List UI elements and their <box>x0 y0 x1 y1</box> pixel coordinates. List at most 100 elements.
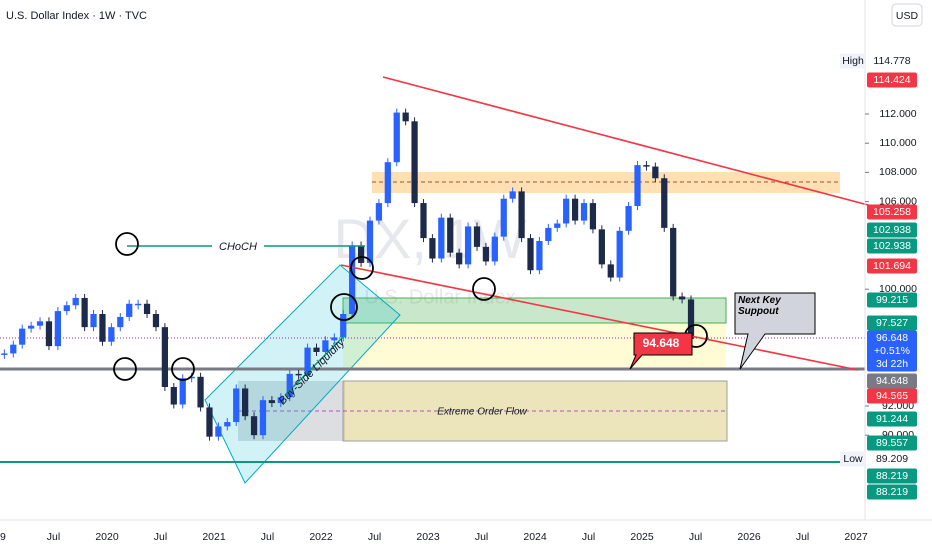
x-tick-label: Jul <box>261 531 274 543</box>
circles <box>113 232 708 381</box>
badge-tag: High <box>842 55 864 67</box>
candle <box>393 112 400 163</box>
price-badge <box>867 451 917 467</box>
candle <box>349 245 356 315</box>
candle <box>215 426 222 437</box>
candle <box>616 230 623 278</box>
candle <box>420 203 427 239</box>
price-badge-label: 89.557 <box>876 437 908 449</box>
candle <box>81 297 88 328</box>
candle <box>250 416 258 436</box>
candle <box>99 314 106 342</box>
candle <box>233 388 240 423</box>
price-badge-label: 88.219 <box>876 470 908 482</box>
price-badge <box>867 388 917 404</box>
x-tick-label: 2021 <box>202 531 226 543</box>
badge-tag-bg <box>840 451 866 467</box>
candle <box>661 178 668 228</box>
price-badge-label: 102.938 <box>873 224 911 236</box>
candle <box>670 227 677 297</box>
candle <box>108 327 115 342</box>
candle <box>357 245 365 263</box>
price-badge <box>867 330 917 372</box>
watermark-sub: U.S. Dollar Index <box>364 286 515 308</box>
price-badge-label: 89.209 <box>876 453 908 465</box>
candle <box>491 236 498 262</box>
candle <box>545 227 552 242</box>
x-tick-label: Jul <box>689 531 702 543</box>
y-tick-label: 110.000 <box>879 137 916 149</box>
price-badge <box>867 435 917 451</box>
candle <box>411 121 418 204</box>
price-badge <box>867 484 917 500</box>
note-text: Next Key Suppout <box>738 295 781 317</box>
y-tick-label: 100.000 <box>879 283 917 295</box>
candle <box>643 165 650 167</box>
y-tick-label: 108.000 <box>879 166 917 178</box>
x-tick-label: 2020 <box>95 531 119 543</box>
x-tick-label: Jul <box>582 531 595 543</box>
candle <box>536 241 543 271</box>
candle <box>126 303 133 317</box>
candle <box>188 376 195 379</box>
price-badge <box>867 238 917 254</box>
candle <box>518 191 525 239</box>
candle <box>313 347 320 352</box>
candle <box>384 162 391 204</box>
x-tick-label: Jul <box>47 531 60 543</box>
candle <box>678 296 686 300</box>
candle <box>206 407 213 437</box>
badge-tag-bg <box>840 53 866 69</box>
choch-bg <box>212 238 264 254</box>
candle <box>28 325 35 329</box>
price-badge <box>867 411 917 427</box>
candle <box>634 165 641 206</box>
candle <box>464 226 472 265</box>
price-badge <box>867 292 917 308</box>
x-tick-label: Jul <box>796 531 809 543</box>
candle <box>304 347 311 376</box>
candle <box>340 314 347 338</box>
candle <box>500 198 507 237</box>
price-badge-label: 94.565 <box>876 390 908 402</box>
price-badge-line: +0.51% <box>874 345 910 357</box>
candle <box>179 378 186 405</box>
price-badge <box>867 53 917 69</box>
candle <box>482 246 490 262</box>
title: U.S. Dollar Index · 1W · TVC <box>6 10 147 22</box>
price-badge-label: 94.648 <box>876 375 908 387</box>
candle <box>63 305 70 312</box>
price-badge <box>867 373 917 389</box>
candle <box>268 400 276 404</box>
candle <box>571 198 579 221</box>
candle <box>456 252 463 265</box>
demand-zone <box>342 297 727 324</box>
price-badge-label: 99.215 <box>876 294 908 306</box>
price-badge-label: 96.648 <box>876 332 908 344</box>
note: Next Key Suppout <box>738 295 781 317</box>
badge-tag: Low <box>843 453 863 465</box>
candle <box>509 191 516 199</box>
candle <box>54 311 61 347</box>
candle <box>652 166 659 179</box>
candle <box>277 397 284 404</box>
price-badge-label: 105.258 <box>873 206 911 218</box>
candle <box>197 376 204 408</box>
x-tick-label: Jul <box>475 531 488 543</box>
candle <box>117 316 124 328</box>
candle <box>36 321 44 326</box>
candle <box>1 353 8 355</box>
candle <box>295 373 302 376</box>
callout-label: 94.648 <box>643 336 680 350</box>
price-badge-label: 97.527 <box>876 317 908 329</box>
candle <box>72 297 79 306</box>
currency-button[interactable] <box>891 3 923 27</box>
candle <box>598 229 605 265</box>
candle <box>135 303 142 306</box>
candle <box>447 217 454 253</box>
trendline <box>340 264 859 371</box>
candle <box>331 337 338 341</box>
candle <box>527 238 534 271</box>
